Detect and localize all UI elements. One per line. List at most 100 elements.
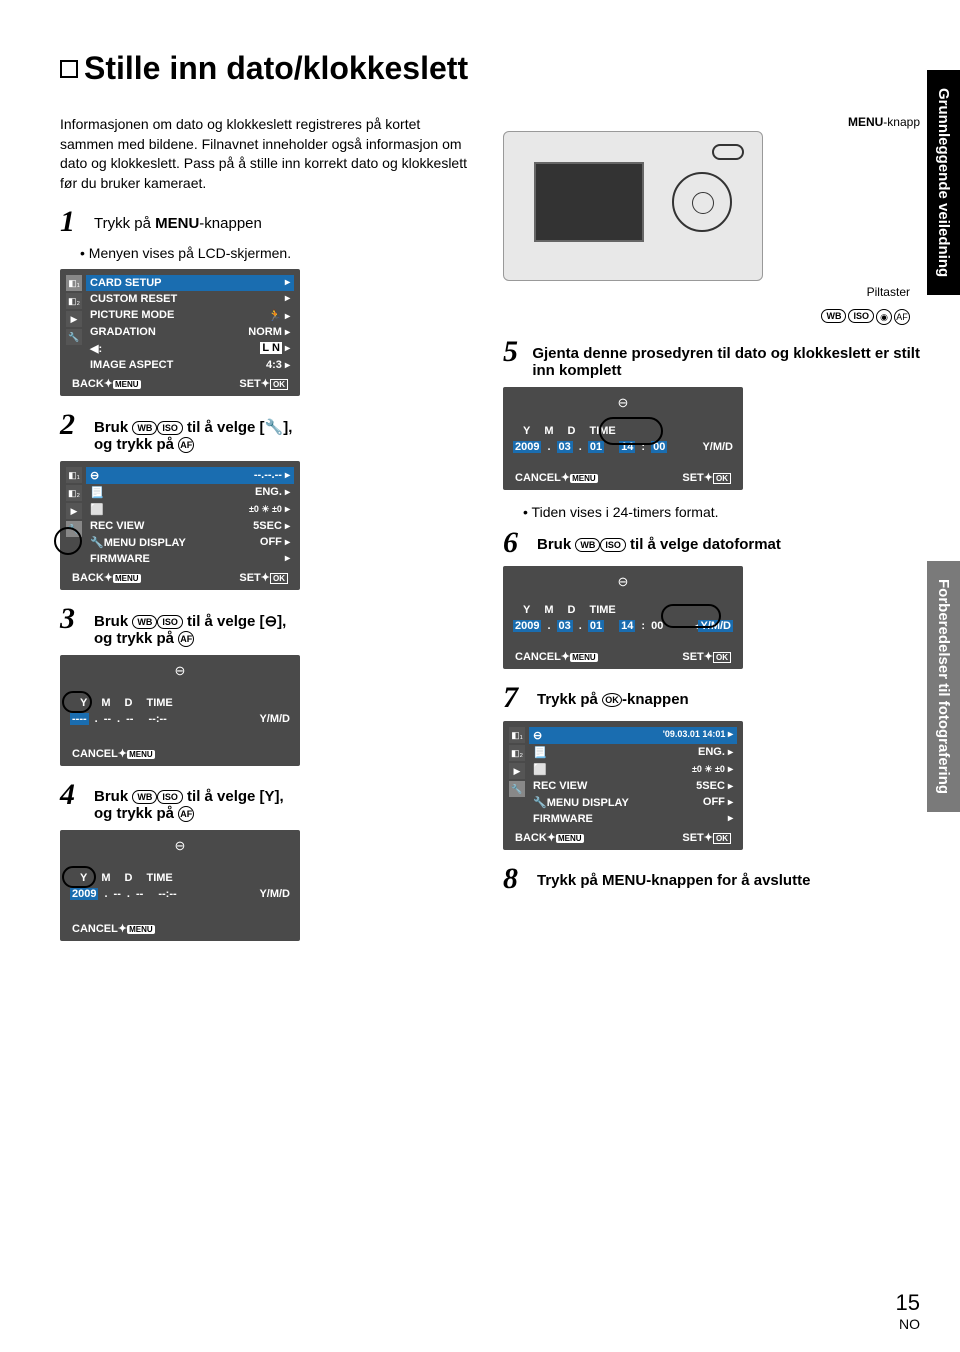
lcd-tab-icon: ◧₁ [509,727,525,743]
lcd-date-time-set: ⊖ YMDTIME 2009.03.01 14:00 Y/M/D CANCEL✦… [503,387,743,490]
menu-row: CUSTOM RESET▸ [86,291,294,307]
step-6: 6 Bruk WBISO til å velge datoformat [503,528,920,558]
step-3-text: Bruk WBISO til å velge [⊖],og trykk på A… [94,604,286,647]
step-2-text: Bruk WBISO til å velge [🔧],og trykk på A… [94,410,292,453]
menu-row: 📃ENG. ▸ [529,744,737,761]
menu-row: FIRMWARE▸ [529,811,737,827]
title-square-icon [60,60,78,78]
lcd-footer: CANCEL✦MENU [66,743,294,760]
lcd-footer: CANCEL✦MENU [66,918,294,935]
step-6-bullet: • Tiden vises i 24-timers format. [523,504,920,520]
step-5-text: Gjenta denne prosedyren til dato og klok… [532,337,920,379]
step-number: 3 [60,604,84,647]
lcd-footer: BACK✦MENU SET✦OK [66,373,294,390]
lcd-tab-icon: 🔧 [66,329,82,345]
side-tab-basic[interactable]: Grunnleggende veiledning [927,70,960,295]
step-number: 7 [503,683,527,713]
date-values: 2009.--.-- --:-- Y/M/D [66,886,294,902]
step-number: 4 [60,780,84,822]
lcd-menu-final: ◧₁ ◧₂ ▶ 🔧 ⊖'09.03.01 14:01 ▸ 📃ENG. ▸ ⬜±0… [503,721,743,850]
af-button-icon: AF [178,631,194,647]
step-1-bullet: • Menyen vises på LCD-skjermen. [80,245,477,261]
side-tab-prep[interactable]: Forberedelser til fotografering [927,561,960,812]
iso-button-icon: ISO [157,615,183,629]
menu-row: ⬜±0 ☀ ±0 ▸ [529,761,737,778]
clock-header-icon: ⊖ [66,661,294,683]
lcd-footer: CANCEL✦MENU SET✦OK [509,646,737,663]
ok-button-icon: OK [602,693,622,707]
step-8-text: Trykk på MENU-knappen for å avslutte [537,864,810,894]
menu-row: ⬜±0 ☀ ±0 ▸ [86,501,294,518]
step-number: 1 [60,207,84,237]
step-number: 2 [60,410,84,453]
lcd-date-blank: ⊖ YMDTIME ----.--.-- --:-- Y/M/D CANCEL✦… [60,655,300,766]
step-number: 8 [503,864,527,894]
menu-row: REC VIEW5SEC ▸ [529,778,737,794]
menu-row: 🔧MENU DISPLAYOFF ▸ [529,794,737,811]
camera-dial-icon [672,172,732,232]
lcd-menu-1: ◧₁ ◧₂ ▶ 🔧 CARD SETUP▸ CUSTOM RESET▸ PICT… [60,269,300,396]
step-4: 4 Bruk WBISO til å velge [Y],og trykk på… [60,780,477,822]
step-number: 5 [503,337,522,379]
step-5: 5 Gjenta denne prosedyren til dato og kl… [503,337,920,379]
date-headers: YMDTIME [66,695,294,711]
lcd-date-format: ⊖ YMDTIME 2009.03.01 14:00 ◂Y/M/D CANCEL… [503,566,743,669]
menu-row: FIRMWARE▸ [86,551,294,567]
step-7-text: Trykk på OK-knappen [537,683,689,713]
camera-menu-button-icon [712,144,744,160]
wb-button-icon: WB [575,538,600,552]
step-3: 3 Bruk WBISO til å velge [⊖],og trykk på… [60,604,477,647]
lcd-footer: CANCEL✦MENU SET✦OK [509,467,737,484]
menu-row: PICTURE MODE🏃 ▸ [86,307,294,324]
lcd-menu-2: ◧₁ ◧₂ ▶ 🔧 ⊖--.--.-- ▸ 📃ENG. ▸ ⬜±0 ☀ ±0 ▸… [60,461,300,590]
arrow-key-icons: WB ISO ◉ AF [503,309,910,325]
clock-header-icon: ⊖ [66,836,294,858]
menu-row: 📃ENG. ▸ [86,484,294,501]
wb-button-icon: WB [132,421,157,435]
clock-icon: ⊖ [265,613,278,630]
af-button-icon: AF [178,437,194,453]
clock-header-icon: ⊖ [509,572,737,594]
menu-row: ⊖'09.03.01 14:01 ▸ [529,727,737,744]
iso-button-icon: ISO [600,538,626,552]
lcd-tab-icon: ▶ [509,763,525,779]
lcd-footer: BACK✦MENU SET✦OK [66,567,294,584]
date-headers: YMDTIME [509,602,737,618]
date-headers: YMDTIME [66,870,294,886]
lcd-tab-icon: 🔧 [509,781,525,797]
intro-text: Informasjonen om dato og klokkeslett reg… [60,115,477,193]
page-title: Stille inn dato/klokkeslett [60,50,920,87]
date-values: 2009.03.01 14:00 Y/M/D [509,439,737,455]
menu-row: ◀:L N ▸ [86,340,294,357]
step-7: 7 Trykk på OK-knappen [503,683,920,713]
lcd-footer: BACK✦MENU SET✦OK [509,827,737,844]
date-values: ----.--.-- --:-- Y/M/D [66,711,294,727]
menu-button-label: MENU-knapp [503,115,920,129]
iso-button-icon: ISO [157,790,183,804]
lcd-tab-icon: ◧₂ [66,485,82,501]
date-values: 2009.03.01 14:00 ◂Y/M/D [509,618,737,634]
iso-button-icon: ISO [848,309,874,323]
date-headers: YMDTIME [509,423,737,439]
camera-illustration [503,131,763,281]
step-1-text: Trykk på MENU-knappen [94,207,262,237]
step-4-text: Bruk WBISO til å velge [Y],og trykk på A… [94,780,284,822]
camera-screen-icon [534,162,644,242]
metering-button-icon: ◉ [876,309,892,325]
arrow-keys-label: Piltaster [503,285,910,299]
wb-button-icon: WB [821,309,846,323]
af-button-icon: AF [894,309,910,325]
step-6-text: Bruk WBISO til å velge datoformat [537,528,781,558]
lcd-tab-icon: ◧₂ [66,293,82,309]
lcd-tab-icon: 🔧 [66,521,82,537]
lcd-tab-icon: ▶ [66,503,82,519]
side-tabs: Grunnleggende veiledning Forberedelser t… [927,70,960,818]
menu-row: ⊖--.--.-- ▸ [86,467,294,484]
lcd-date-year: ⊖ YMDTIME 2009.--.-- --:-- Y/M/D CANCEL✦… [60,830,300,941]
menu-row: REC VIEW5SEC ▸ [86,518,294,534]
lcd-tab-icon: ▶ [66,311,82,327]
wb-button-icon: WB [132,790,157,804]
clock-header-icon: ⊖ [509,393,737,415]
menu-row: IMAGE ASPECT4:3 ▸ [86,357,294,373]
af-button-icon: AF [178,806,194,822]
